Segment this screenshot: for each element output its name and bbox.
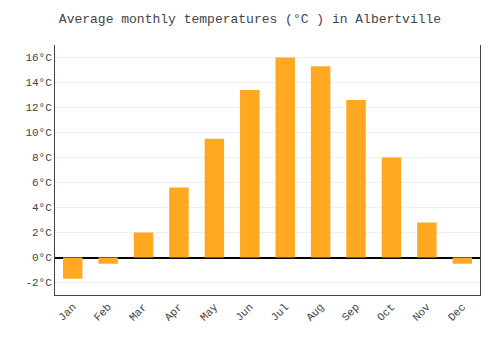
- svg-text:May: May: [198, 301, 221, 324]
- svg-text:Dec: Dec: [446, 301, 468, 323]
- svg-text:Oct: Oct: [375, 301, 397, 323]
- svg-text:2°C: 2°C: [32, 227, 52, 239]
- svg-text:6°C: 6°C: [32, 177, 52, 189]
- svg-text:Feb: Feb: [92, 301, 114, 323]
- svg-text:Sep: Sep: [340, 301, 362, 323]
- svg-text:10°C: 10°C: [25, 127, 52, 139]
- svg-text:Mar: Mar: [127, 301, 149, 323]
- svg-text:Apr: Apr: [162, 301, 184, 323]
- svg-text:Jan: Jan: [56, 301, 78, 323]
- svg-text:-2°C: -2°C: [25, 277, 52, 289]
- svg-text:14°C: 14°C: [25, 77, 52, 89]
- svg-text:4°C: 4°C: [32, 202, 52, 214]
- svg-text:Average monthly temperatures (: Average monthly temperatures (°C ) in Al…: [59, 12, 441, 27]
- svg-text:8°C: 8°C: [32, 152, 52, 164]
- svg-text:12°C: 12°C: [25, 102, 52, 114]
- svg-text:Aug: Aug: [304, 301, 326, 323]
- svg-text:Nov: Nov: [410, 301, 433, 324]
- svg-text:0°C: 0°C: [32, 252, 52, 264]
- svg-text:Jul: Jul: [269, 301, 291, 323]
- svg-text:16°C: 16°C: [25, 52, 52, 64]
- svg-text:Jun: Jun: [233, 301, 255, 323]
